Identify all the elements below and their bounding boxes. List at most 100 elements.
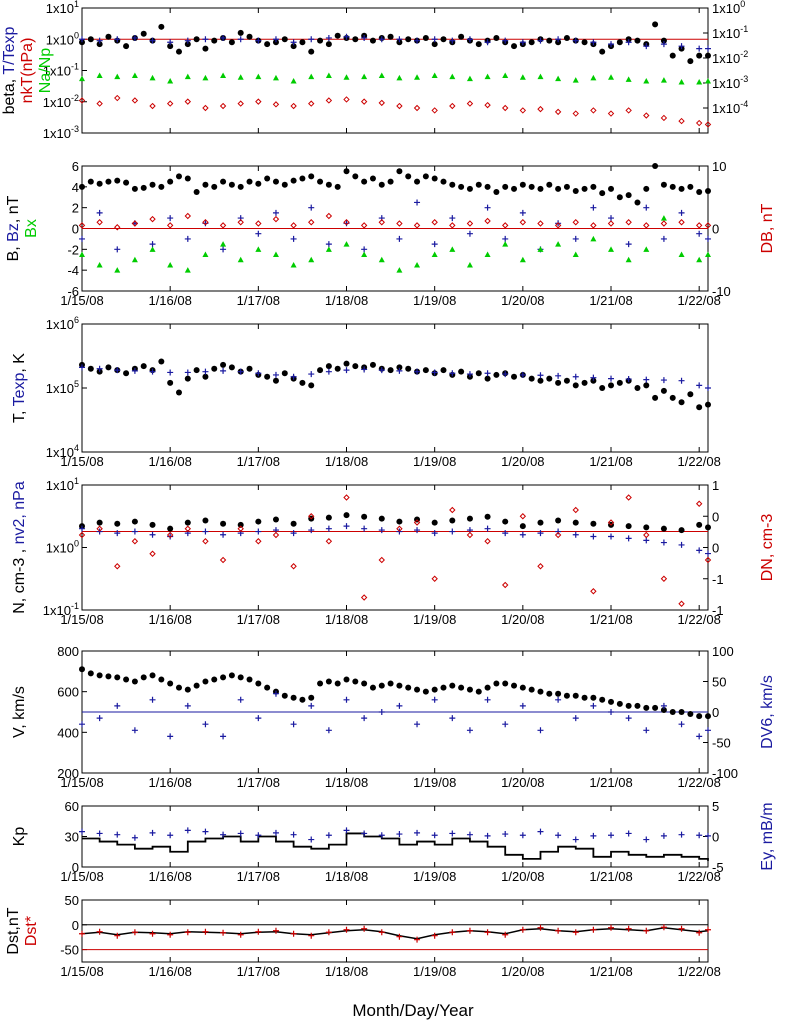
data-point-Ey [660, 832, 667, 839]
data-point-beta [511, 43, 518, 50]
data-point-Texp [590, 374, 597, 381]
data-point-DB [184, 212, 192, 220]
data-point-nv2 [608, 533, 615, 540]
data-point-T/Texp [272, 36, 279, 43]
data-point-DB [449, 222, 456, 229]
y-tick-label: 400 [57, 725, 79, 740]
data-point-Dst* [705, 926, 711, 933]
data-point-Bx [202, 251, 209, 258]
data-point-Na/Np [431, 72, 438, 78]
data-point-nv2 [167, 533, 174, 540]
data-point-Dst* [343, 926, 350, 933]
data-point-Dst* [590, 926, 597, 933]
y-tick-label-right: 1x10-3 [712, 74, 748, 91]
data-point-V [608, 698, 615, 705]
y-axis-title-left: V, km/s [11, 686, 28, 738]
data-point-Ey [96, 830, 103, 837]
data-point-B [149, 181, 156, 188]
data-point-beta [87, 36, 94, 43]
data-point-beta [264, 41, 271, 48]
data-point-V [228, 672, 235, 679]
x-tick-label: 1/16/08 [148, 869, 191, 884]
data-point-Bz [414, 199, 421, 206]
data-point-Bx [237, 256, 244, 263]
data-point-T [220, 361, 227, 368]
data-point-DV6 [343, 696, 350, 703]
data-point-T [105, 364, 112, 371]
data-point-Texp [184, 369, 191, 376]
y-tick-label: -2 [67, 242, 79, 257]
data-point-T/Texp [361, 34, 368, 41]
data-point-DV6 [660, 702, 667, 709]
data-point-T/Texp [414, 37, 421, 44]
x-tick-label: 1/15/08 [60, 869, 103, 884]
data-point-B [581, 185, 588, 192]
data-point-nkT(nPa) [519, 107, 527, 114]
data-point-T [616, 379, 623, 386]
data-point-B [193, 189, 200, 196]
data-point-DB [149, 215, 156, 223]
data-point-DB [643, 222, 650, 229]
data-point-V [96, 672, 103, 679]
data-point-DV6 [237, 696, 244, 703]
y-tick-label-right: 0 [712, 509, 719, 524]
panel-frame-beta [81, 7, 709, 134]
data-point-nkT(nPa) [431, 107, 438, 114]
data-point-B [705, 188, 711, 194]
x-tick-label: 1/21/08 [589, 454, 632, 469]
data-point-DN [255, 538, 262, 545]
data-point-V [396, 682, 403, 689]
data-point-T [202, 373, 209, 380]
y-tick-label: 1x100 [46, 539, 79, 556]
data-point-N [378, 515, 385, 522]
data-point-T [634, 385, 641, 391]
data-point-DN [237, 525, 244, 532]
y-tick-label: 0 [72, 222, 79, 237]
data-point-V [537, 688, 544, 695]
data-point-N [220, 520, 227, 527]
panel-b: 1/15/08 1/16/08 1/17/08 1/18/08 1/19/08 1/20/… [5, 159, 776, 308]
y-tick-label: 1x10-1 [43, 62, 79, 79]
data-point-Na/Np [96, 72, 103, 78]
data-point-DV6 [114, 702, 121, 709]
data-point-Ey [308, 836, 315, 843]
data-point-T [546, 375, 553, 382]
data-point-N [519, 523, 526, 530]
data-point-nv2 [361, 525, 368, 532]
data-point-DV6 [537, 727, 544, 734]
data-point-Bz [96, 209, 103, 216]
data-point-beta [211, 37, 218, 44]
data-point-Bz [705, 235, 711, 242]
y-tick-exponent: -4 [740, 99, 748, 109]
data-point-T/Texp [290, 39, 297, 46]
data-point-V [308, 694, 315, 701]
data-point-DB [166, 222, 174, 229]
data-point-Na/Np [290, 78, 297, 84]
data-point-B [246, 178, 253, 185]
data-point-Bx [449, 246, 456, 252]
data-point-DN [643, 531, 650, 539]
data-point-nkT(nPa) [219, 102, 227, 110]
y-tick-label-right: 0 [712, 222, 719, 237]
panel-beta: 1x10-3 1x10-2 1x10-1 1x100 1x101 1x10-4 1x10-3… [1, 0, 748, 141]
x-tick-label: 1/17/08 [237, 293, 280, 308]
data-point-N [431, 519, 438, 526]
data-point-DB [413, 222, 421, 229]
x-tick-label: 1/17/08 [237, 869, 280, 884]
y-axis-title-left: beta, T/Texp [1, 27, 18, 115]
data-point-DB [360, 222, 368, 229]
series-line-Dst [81, 927, 709, 940]
data-point-B [652, 163, 659, 169]
data-point-DN [660, 575, 668, 582]
data-point-N [131, 518, 138, 525]
y-tick-exponent: -1 [71, 601, 79, 611]
data-point-V [369, 684, 376, 691]
y-axis-title-left: Kp [11, 827, 28, 847]
data-point-Bx [502, 241, 509, 247]
data-point-N [705, 524, 711, 531]
y-tick-label: 1x10-2 [43, 93, 79, 110]
y-tick-label: 1x100 [46, 30, 79, 47]
data-point-N [660, 525, 667, 532]
y-axis-title-part: N, cm-3 , [11, 544, 28, 613]
data-point-beta [334, 32, 341, 39]
